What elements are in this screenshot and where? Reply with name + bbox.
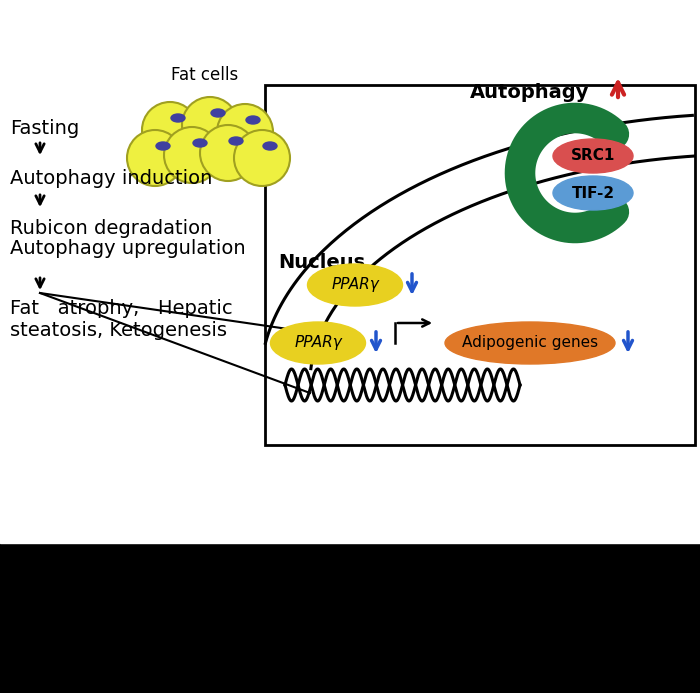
Circle shape bbox=[217, 104, 273, 160]
Ellipse shape bbox=[211, 109, 225, 117]
Text: Autophagy: Autophagy bbox=[470, 82, 589, 101]
Text: PPARγ: PPARγ bbox=[294, 335, 342, 351]
Ellipse shape bbox=[156, 142, 170, 150]
Text: Adipogenic genes: Adipogenic genes bbox=[462, 335, 598, 351]
Ellipse shape bbox=[553, 176, 633, 210]
Text: Fasting: Fasting bbox=[10, 119, 79, 137]
Ellipse shape bbox=[246, 116, 260, 124]
Text: steatosis, Ketogenesis: steatosis, Ketogenesis bbox=[10, 320, 227, 340]
Bar bbox=[0, 543, 700, 693]
Text: Fat   atrophy,   Hepatic: Fat atrophy, Hepatic bbox=[10, 299, 232, 317]
Text: PPARγ: PPARγ bbox=[331, 277, 379, 292]
Text: Rubicon degradation: Rubicon degradation bbox=[10, 218, 212, 238]
Ellipse shape bbox=[171, 114, 185, 122]
Bar bbox=[265, 85, 695, 445]
Text: SRC1: SRC1 bbox=[570, 148, 615, 164]
Circle shape bbox=[182, 97, 238, 153]
Circle shape bbox=[142, 102, 198, 158]
Text: Autophagy induction: Autophagy induction bbox=[10, 168, 212, 188]
Circle shape bbox=[234, 130, 290, 186]
Circle shape bbox=[200, 125, 256, 181]
Ellipse shape bbox=[229, 137, 243, 145]
Ellipse shape bbox=[263, 142, 277, 150]
Circle shape bbox=[127, 130, 183, 186]
Bar bbox=[0, 0, 700, 543]
Ellipse shape bbox=[553, 139, 633, 173]
Ellipse shape bbox=[307, 264, 402, 306]
Ellipse shape bbox=[445, 322, 615, 364]
Text: Fat cells: Fat cells bbox=[172, 66, 239, 84]
Ellipse shape bbox=[193, 139, 207, 147]
Text: Nucleus: Nucleus bbox=[278, 254, 365, 272]
Text: Autophagy upregulation: Autophagy upregulation bbox=[10, 238, 246, 258]
Text: TIF-2: TIF-2 bbox=[571, 186, 615, 200]
Circle shape bbox=[164, 127, 220, 183]
Ellipse shape bbox=[270, 322, 365, 364]
